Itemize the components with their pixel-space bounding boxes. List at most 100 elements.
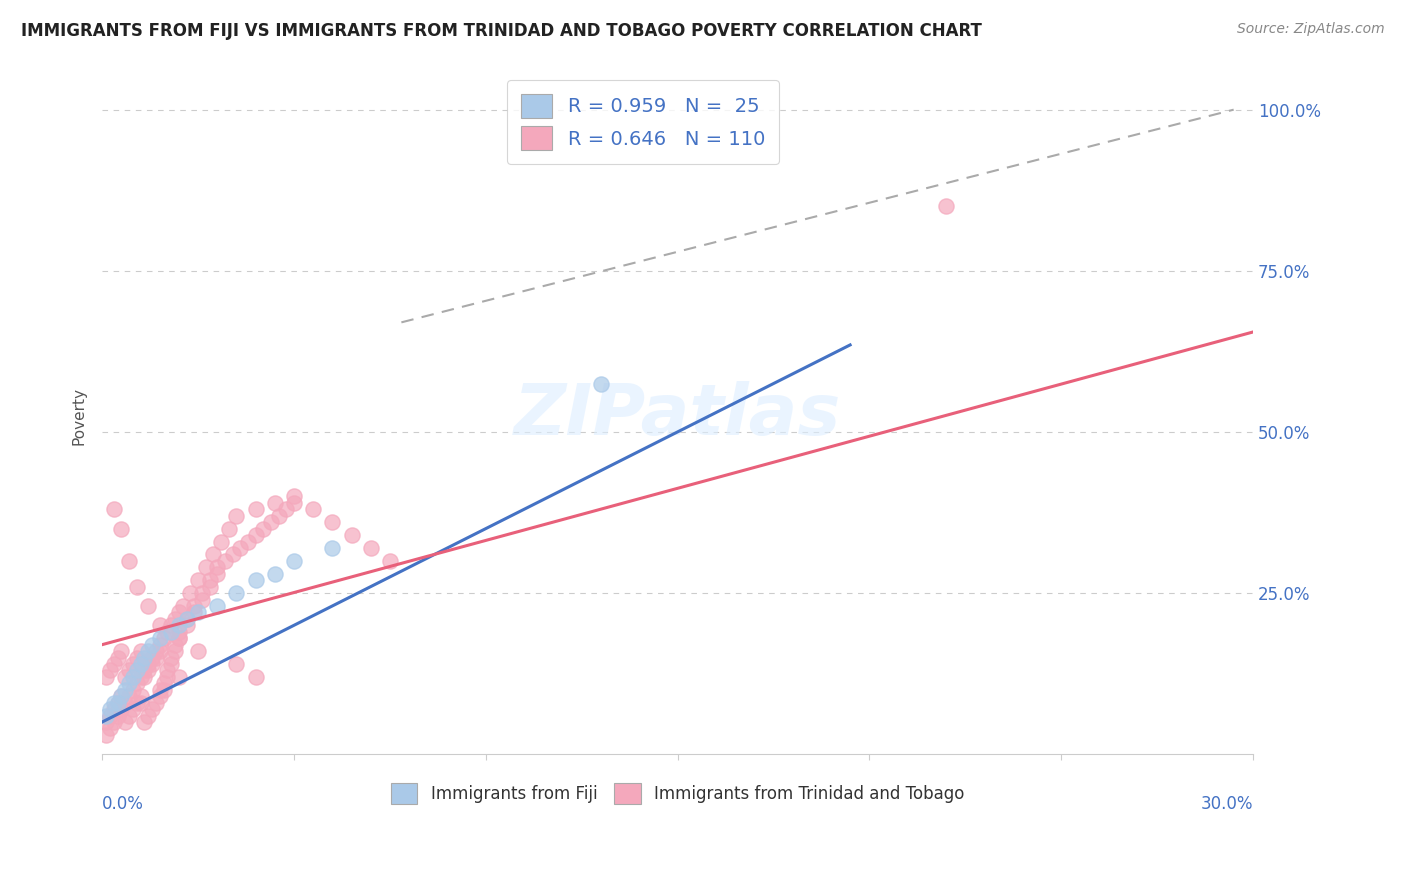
- Point: [145, 650, 167, 665]
- Point: [134, 670, 156, 684]
- Point: [263, 496, 285, 510]
- Point: [122, 702, 145, 716]
- Point: [149, 644, 172, 658]
- Point: [110, 689, 132, 703]
- Point: [152, 631, 174, 645]
- Point: [145, 696, 167, 710]
- Point: [176, 618, 198, 632]
- Point: [141, 638, 163, 652]
- Point: [187, 644, 209, 658]
- Point: [103, 502, 125, 516]
- Point: [136, 599, 159, 613]
- Point: [122, 682, 145, 697]
- Point: [136, 664, 159, 678]
- Point: [98, 708, 121, 723]
- Point: [94, 708, 117, 723]
- Point: [118, 664, 141, 678]
- Point: [141, 657, 163, 671]
- Y-axis label: Poverty: Poverty: [72, 387, 86, 445]
- Point: [136, 708, 159, 723]
- Point: [156, 624, 179, 639]
- Point: [103, 696, 125, 710]
- Point: [167, 624, 190, 639]
- Point: [125, 664, 148, 678]
- Point: [145, 644, 167, 658]
- Point: [260, 515, 283, 529]
- Point: [172, 599, 194, 613]
- Point: [125, 676, 148, 690]
- Point: [94, 714, 117, 729]
- Point: [134, 664, 156, 678]
- Point: [156, 670, 179, 684]
- Point: [160, 650, 183, 665]
- Point: [129, 644, 152, 658]
- Point: [321, 515, 343, 529]
- Point: [134, 714, 156, 729]
- Point: [198, 573, 221, 587]
- Point: [114, 670, 136, 684]
- Point: [122, 670, 145, 684]
- Text: ZIPatlas: ZIPatlas: [513, 381, 841, 450]
- Point: [167, 631, 190, 645]
- Point: [107, 696, 129, 710]
- Point: [98, 702, 121, 716]
- Point: [589, 376, 612, 391]
- Point: [136, 644, 159, 658]
- Point: [125, 696, 148, 710]
- Point: [276, 502, 298, 516]
- Point: [129, 696, 152, 710]
- Text: 0.0%: 0.0%: [103, 795, 143, 813]
- Text: Source: ZipAtlas.com: Source: ZipAtlas.com: [1237, 22, 1385, 37]
- Point: [136, 657, 159, 671]
- Point: [245, 573, 267, 587]
- Point: [176, 612, 198, 626]
- Point: [165, 644, 187, 658]
- Point: [118, 689, 141, 703]
- Point: [191, 592, 214, 607]
- Point: [263, 566, 285, 581]
- Point: [110, 702, 132, 716]
- Point: [225, 657, 247, 671]
- Point: [245, 528, 267, 542]
- Point: [122, 657, 145, 671]
- Point: [114, 714, 136, 729]
- Point: [129, 670, 152, 684]
- Point: [160, 624, 183, 639]
- Point: [141, 650, 163, 665]
- Point: [935, 199, 957, 213]
- Point: [207, 560, 229, 574]
- Point: [225, 586, 247, 600]
- Point: [165, 612, 187, 626]
- Point: [103, 714, 125, 729]
- Point: [152, 676, 174, 690]
- Point: [360, 541, 382, 555]
- Point: [103, 702, 125, 716]
- Point: [110, 689, 132, 703]
- Point: [156, 664, 179, 678]
- Point: [110, 522, 132, 536]
- Point: [107, 696, 129, 710]
- Point: [221, 548, 243, 562]
- Point: [141, 702, 163, 716]
- Point: [167, 670, 190, 684]
- Point: [98, 664, 121, 678]
- Point: [129, 657, 152, 671]
- Point: [94, 670, 117, 684]
- Point: [125, 580, 148, 594]
- Point: [209, 534, 232, 549]
- Point: [187, 573, 209, 587]
- Point: [149, 631, 172, 645]
- Point: [218, 522, 240, 536]
- Point: [183, 599, 205, 613]
- Point: [98, 722, 121, 736]
- Point: [167, 606, 190, 620]
- Point: [103, 657, 125, 671]
- Point: [152, 682, 174, 697]
- Point: [134, 650, 156, 665]
- Point: [283, 496, 305, 510]
- Point: [167, 631, 190, 645]
- Point: [183, 606, 205, 620]
- Point: [160, 618, 183, 632]
- Point: [198, 580, 221, 594]
- Point: [340, 528, 363, 542]
